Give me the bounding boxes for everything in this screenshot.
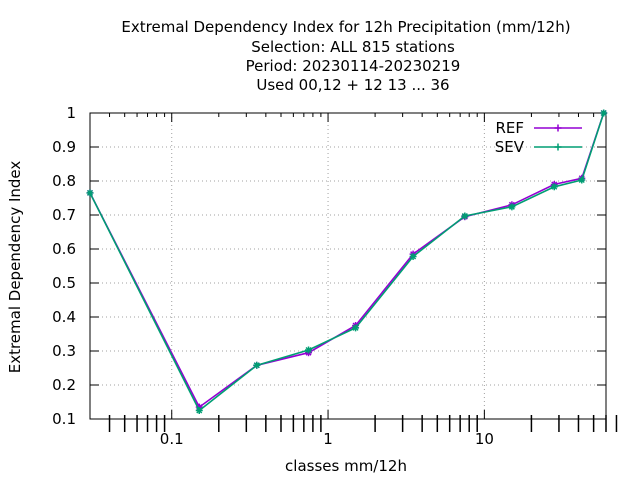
data-point-sev bbox=[352, 324, 360, 332]
data-point-sev bbox=[550, 183, 558, 191]
point-mark bbox=[578, 176, 585, 184]
x-tick-label: 10 bbox=[475, 430, 494, 448]
series-ref bbox=[86, 109, 608, 411]
series-line-ref bbox=[89, 112, 605, 409]
data-point-sev bbox=[600, 109, 608, 117]
data-point-sev bbox=[195, 407, 203, 414]
y-tick-label: 0.6 bbox=[52, 240, 76, 258]
grid bbox=[90, 113, 606, 419]
y-tick-label: 0.2 bbox=[52, 376, 76, 394]
series-layer bbox=[86, 109, 608, 414]
data-point-sev bbox=[461, 212, 469, 220]
legend-label: REF bbox=[495, 119, 524, 137]
y-tick-label: 1 bbox=[66, 104, 76, 122]
point-mark bbox=[86, 189, 94, 196]
point-mark bbox=[551, 183, 558, 190]
y-tick-label: 0.3 bbox=[52, 342, 76, 360]
plot-frame bbox=[89, 112, 607, 420]
chart-title: Extremal Dependency Index for 12h Precip… bbox=[121, 18, 570, 94]
point-mark bbox=[461, 212, 468, 220]
legend-item-ref: REF bbox=[495, 119, 582, 137]
data-point-sev bbox=[86, 189, 94, 197]
x-tick-label: 1 bbox=[323, 430, 333, 448]
point-mark bbox=[600, 109, 607, 117]
y-tick-label: 0.4 bbox=[52, 308, 76, 326]
point-mark bbox=[410, 253, 417, 260]
legend-item-sev: SEV bbox=[495, 138, 582, 156]
y-tick-label: 0.9 bbox=[52, 138, 76, 156]
point-mark bbox=[305, 346, 312, 354]
series-line-sev bbox=[89, 112, 605, 412]
point-mark bbox=[508, 203, 515, 210]
title-line-3: Period: 20230114-20230219 bbox=[246, 57, 461, 75]
y-tick-label: 0.1 bbox=[52, 410, 76, 428]
point-mark bbox=[253, 362, 260, 369]
data-point-sev bbox=[253, 361, 261, 369]
data-point-sev bbox=[578, 176, 586, 184]
y-tick-label: 0.5 bbox=[52, 274, 76, 292]
title-line-2: Selection: ALL 815 stations bbox=[251, 38, 455, 56]
axis-ticks bbox=[90, 112, 618, 432]
point-mark bbox=[352, 324, 359, 331]
data-point-sev bbox=[508, 203, 516, 211]
point-mark bbox=[196, 407, 203, 414]
data-point-sev bbox=[409, 252, 417, 260]
y-axis-label: Extremal Dependency Index bbox=[6, 161, 24, 374]
series-sev bbox=[86, 109, 608, 414]
y-tick-label: 0.7 bbox=[52, 206, 76, 224]
x-tick-label: 0.1 bbox=[160, 430, 184, 448]
data-point-sev bbox=[305, 346, 313, 354]
legend-label: SEV bbox=[495, 138, 525, 156]
title-line-1: Extremal Dependency Index for 12h Precip… bbox=[121, 18, 570, 36]
y-tick-label: 0.8 bbox=[52, 172, 76, 190]
title-line-4: Used 00,12 + 12 13 ... 36 bbox=[256, 76, 449, 94]
tick-labels: 0.1 0.2 0.3 0.4 0.5 0.6 0.7 0.8 0.9 1 0.1 1 10 bbox=[52, 104, 494, 448]
x-axis-label: classes mm/12h bbox=[285, 457, 407, 475]
